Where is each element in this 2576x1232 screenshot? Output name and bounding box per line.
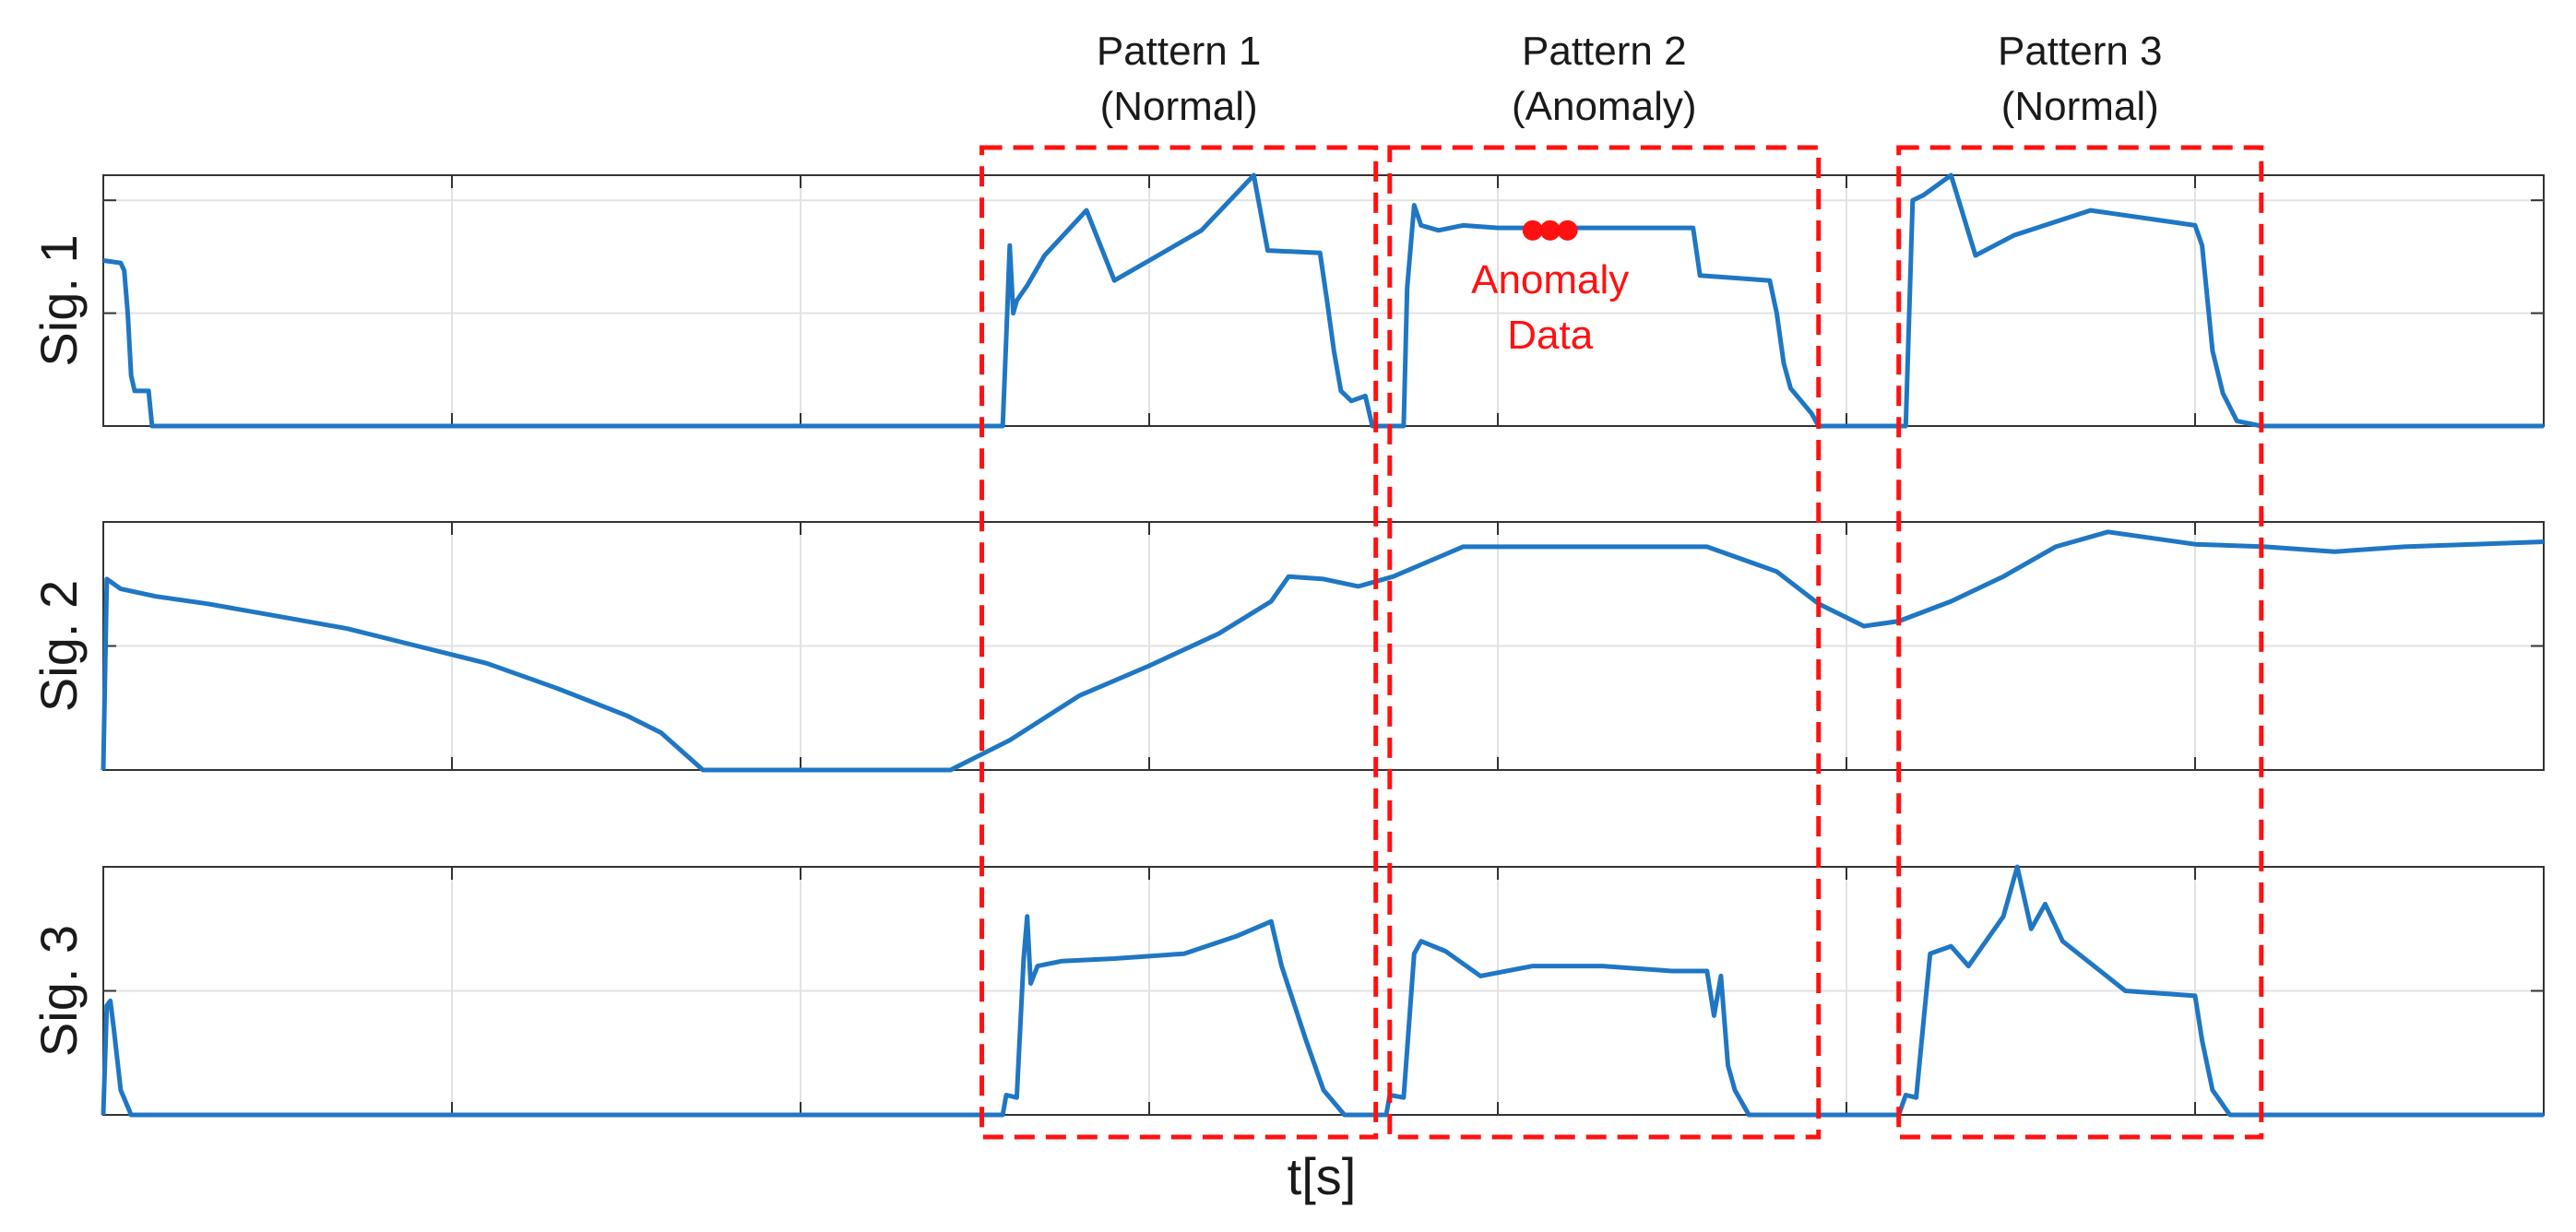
anomaly-point — [1539, 219, 1561, 241]
y-axis-label-sig-1: Sig. 1 — [30, 234, 88, 366]
series-line-sig-3 — [101, 864, 2544, 1118]
x-axis-label: t[s] — [1288, 1147, 1357, 1205]
pattern-1: Pattern 1 (Normal) — [979, 29, 1379, 1140]
pattern-label: (Normal) — [2001, 84, 2159, 129]
anomaly-label-line2: Data — [1507, 313, 1593, 358]
pattern-box — [979, 145, 1379, 1140]
anomaly-point — [1557, 219, 1578, 241]
pattern-title: Pattern 1 — [1097, 29, 1262, 74]
y-axis-label-sig-2: Sig. 2 — [30, 580, 88, 712]
pattern-2: Pattern 2 (Anomaly) — [1387, 29, 1822, 1140]
annotation-layer: Anomaly Data — [1471, 219, 1629, 358]
pattern-label: (Anomaly) — [1512, 84, 1697, 129]
panels: Sig. 1 Sig. 2 Sig. 3 — [30, 172, 2545, 1118]
pattern-layer: Pattern 1(Normal)Pattern 2(Anomaly)Patte… — [979, 29, 2264, 1140]
panel-2: Sig. 2 — [30, 521, 2545, 773]
pattern-title: Pattern 3 — [1998, 29, 2163, 74]
pattern-box — [1896, 145, 2264, 1140]
y-axis-label-sig-3: Sig. 3 — [30, 925, 88, 1057]
series-line-sig-2 — [101, 529, 2545, 773]
series-line-sig-1 — [102, 172, 2544, 429]
pattern-label: (Normal) — [1100, 84, 1258, 129]
panel-frame — [102, 174, 2545, 427]
panel-1: Sig. 1 — [30, 172, 2545, 429]
pattern-title: Pattern 2 — [1522, 29, 1687, 74]
pattern-3: Pattern 3 (Normal) — [1896, 29, 2264, 1140]
anomaly-point — [1522, 219, 1543, 241]
pattern-box — [1387, 145, 1822, 1140]
panel-3: Sig. 3 — [30, 864, 2545, 1118]
anomaly-label-line1: Anomaly — [1471, 257, 1629, 302]
